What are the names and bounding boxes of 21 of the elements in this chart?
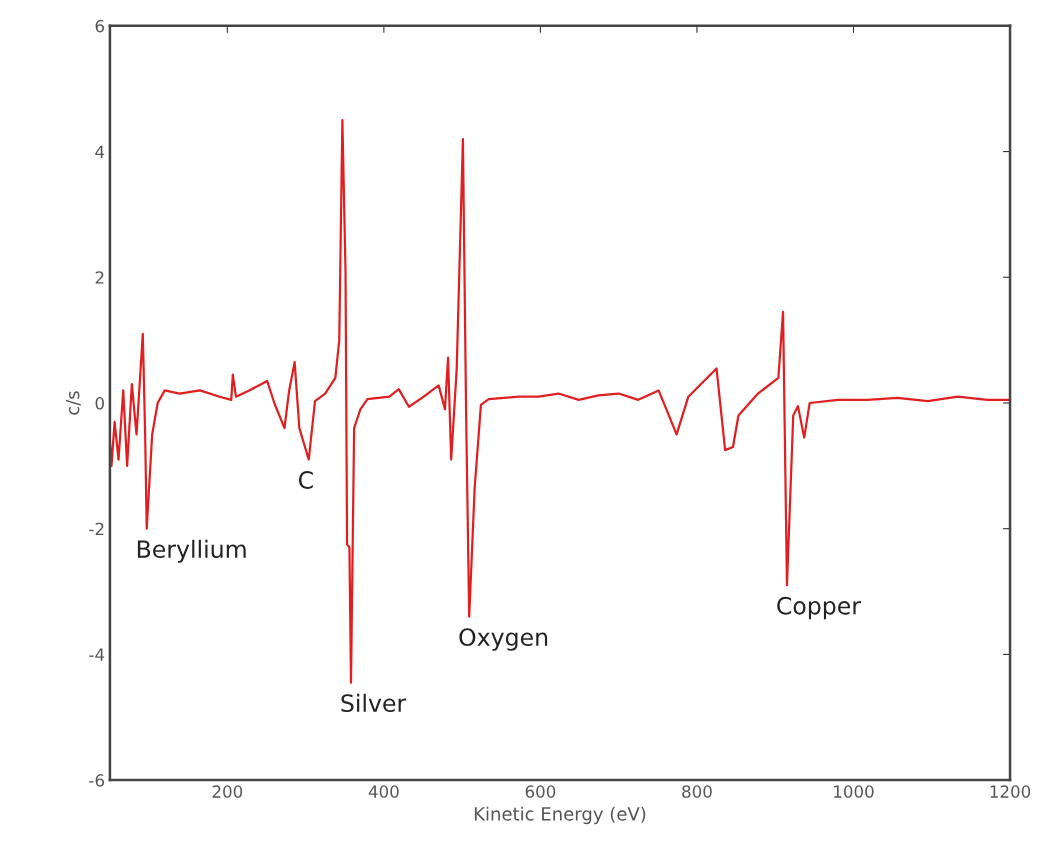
annotation: Oxygen (459, 628, 548, 651)
y-tick-label: 6 (95, 19, 105, 33)
x-tick-label: 1000 (834, 785, 874, 798)
annotation: Copper (777, 596, 861, 620)
y-axis-title: c/s (65, 391, 81, 415)
x-tick-label: 400 (368, 785, 399, 798)
x-tick-label: 600 (525, 785, 556, 798)
y-tick-label: 2 (95, 271, 104, 284)
annotation: C (298, 471, 313, 489)
x-tick-label: 200 (212, 785, 243, 798)
x-axis-title: Kinetic Energy (eV) (474, 806, 646, 825)
annotation: Beryllium (137, 539, 246, 563)
x-tick-label: 800 (682, 785, 712, 798)
y-tick-label: 4 (95, 145, 105, 158)
y-tick-label: 0 (95, 396, 104, 410)
x-tick-label: 1200 (990, 785, 1031, 798)
y-tick-label: -6 (89, 774, 105, 787)
y-tick-label: -2 (89, 522, 104, 536)
line-series (109, 119, 1011, 684)
y-tick-label: -4 (89, 648, 105, 661)
annotation: Silver (341, 693, 407, 713)
